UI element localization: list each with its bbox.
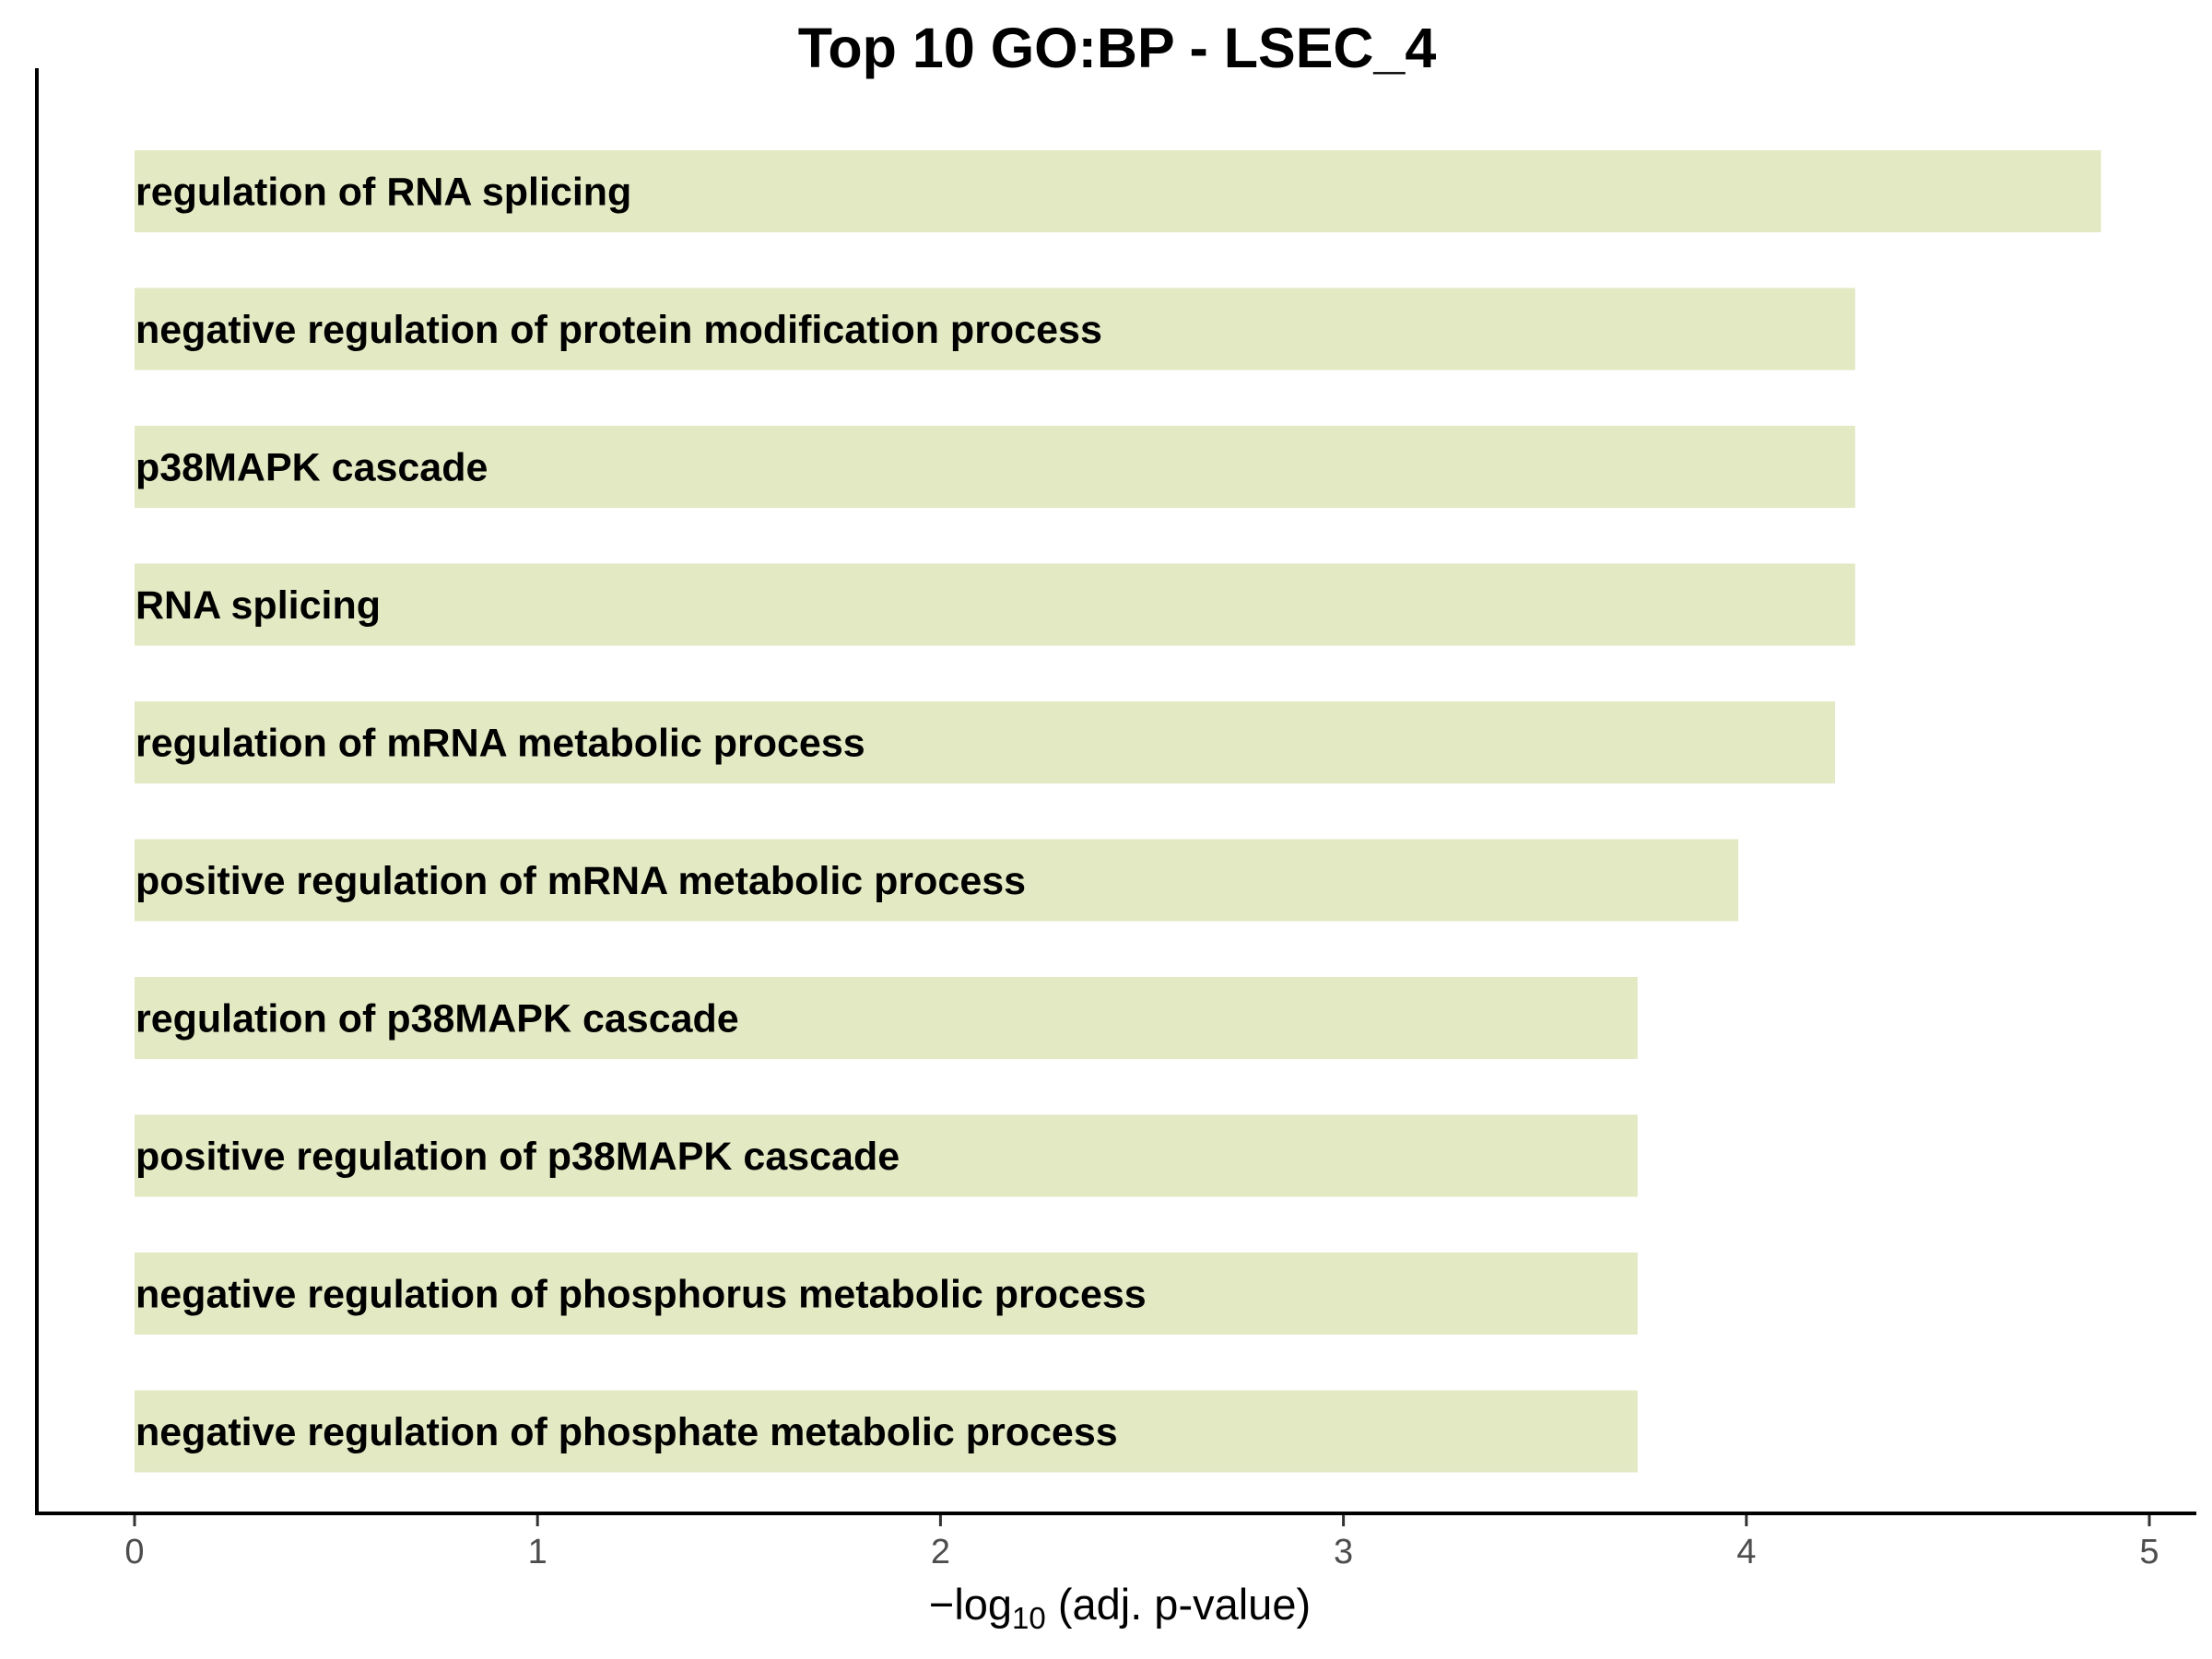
bar-label-3: p38MAPK cascade: [135, 446, 488, 490]
x-ticks-group: 0 1 2 3 4 5: [124, 1515, 2159, 1571]
x-axis-title: −log10 (adj. p-value): [929, 1580, 1311, 1635]
x-tick-label-2: 2: [931, 1533, 950, 1571]
x-axis-title-suffix: (adj. p-value): [1046, 1580, 1311, 1629]
bar-2: [135, 288, 1855, 371]
bar-7: [135, 977, 1638, 1059]
bar-9: [135, 1253, 1638, 1335]
x-axis-title-prefix: −log: [929, 1580, 1012, 1629]
bar-label-7: regulation of p38MAPK cascade: [135, 997, 739, 1041]
bar-label-4: RNA splicing: [135, 583, 381, 628]
bar-3: [135, 426, 1855, 508]
bar-label-9: negative regulation of phosphorus metabo…: [135, 1273, 1147, 1317]
bar-label-6: positive regulation of mRNA metabolic pr…: [135, 859, 1026, 903]
bar-label-8: positive regulation of p38MAPK cascade: [135, 1135, 900, 1179]
chart-title: Top 10 GO:BP - LSEC_4: [798, 17, 1437, 79]
bar-label-10: negative regulation of phosphate metabol…: [135, 1410, 1118, 1454]
x-tick-label-1: 1: [528, 1533, 547, 1571]
bar-8: [135, 1114, 1638, 1197]
bar-5: [135, 701, 1835, 783]
x-tick-label-3: 3: [1334, 1533, 1353, 1571]
bars-group: regulation of RNA splicing negative regul…: [135, 150, 2101, 1473]
bar-label-5: regulation of mRNA metabolic process: [135, 722, 865, 766]
x-tick-label-5: 5: [2139, 1533, 2159, 1571]
bar-1: [135, 150, 2101, 232]
bar-6: [135, 839, 1739, 922]
bar-label-2: negative regulation of protein modificat…: [135, 308, 1102, 352]
bar-4: [135, 563, 1855, 646]
x-tick-label-4: 4: [1736, 1533, 1756, 1571]
bar-label-1: regulation of RNA splicing: [135, 171, 631, 215]
x-tick-label-0: 0: [124, 1533, 144, 1571]
bar-10: [135, 1390, 1638, 1473]
x-axis-title-subscript: 10: [1012, 1601, 1046, 1635]
